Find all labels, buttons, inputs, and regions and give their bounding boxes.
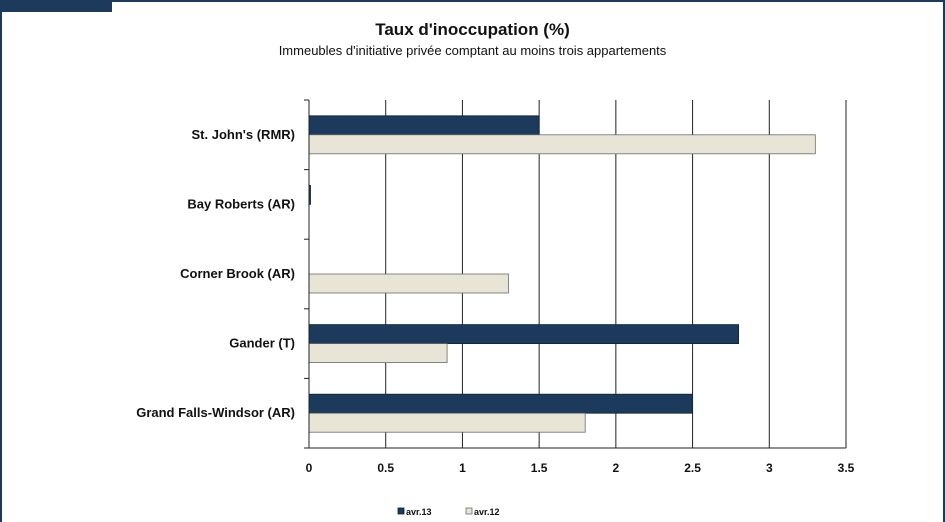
legend-swatch bbox=[397, 507, 405, 515]
category-labels: St. John's (RMR) Bay Roberts (AR) Corner B… bbox=[136, 127, 295, 420]
corner-tab bbox=[0, 0, 112, 12]
category-label: St. John's (RMR) bbox=[192, 127, 295, 142]
x-tick-label: 2 bbox=[613, 461, 620, 475]
category-label: Corner Brook (AR) bbox=[180, 266, 295, 281]
bar-avr-12 bbox=[308, 412, 586, 433]
x-tick-label: 0 bbox=[306, 461, 313, 475]
x-tick-label: 0.5 bbox=[377, 461, 394, 475]
chart-title: Taux d'inoccupation (%) bbox=[375, 20, 570, 39]
x-tick-label: 3 bbox=[766, 461, 773, 475]
x-tick-label: 3.5 bbox=[838, 461, 855, 475]
chart-subtitle: Immeubles d'initiative privée comptant a… bbox=[278, 43, 667, 58]
bar-avr-12 bbox=[308, 343, 448, 364]
category-label: Gander (T) bbox=[229, 336, 295, 351]
legend-label: avr.12 bbox=[474, 507, 500, 517]
bar-avr-13 bbox=[308, 324, 740, 345]
bar-avr-13 bbox=[308, 115, 540, 136]
bar-avr-12 bbox=[308, 134, 816, 155]
bar-avr-13 bbox=[308, 393, 693, 414]
category-label: Bay Roberts (AR) bbox=[187, 196, 295, 211]
bars bbox=[308, 115, 816, 433]
legend-swatch bbox=[465, 507, 473, 515]
category-label: Grand Falls-Windsor (AR) bbox=[136, 405, 295, 420]
x-tick-label: 2.5 bbox=[684, 461, 701, 475]
legend: avr.13 avr.12 bbox=[397, 507, 500, 517]
x-tick-labels: 0 0.5 1 1.5 2 2.5 3 3.5 bbox=[306, 461, 855, 475]
x-tick-label: 1 bbox=[459, 461, 466, 475]
legend-label: avr.13 bbox=[406, 507, 432, 517]
bar-avr-12 bbox=[308, 273, 509, 294]
gridlines bbox=[385, 100, 847, 448]
x-tick-label: 1.5 bbox=[531, 461, 548, 475]
axes bbox=[304, 99, 846, 449]
